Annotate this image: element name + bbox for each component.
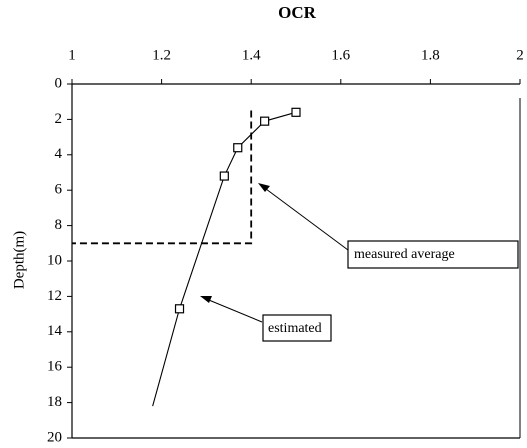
x-tick-label: 1.6 — [331, 47, 350, 63]
marker — [233, 143, 243, 153]
x-tick-label: 1.4 — [242, 47, 261, 63]
marker — [219, 171, 229, 181]
annotation-arrow — [261, 185, 349, 251]
y-tick-label: 0 — [55, 75, 63, 91]
annotation-box — [347, 240, 519, 269]
marker — [174, 304, 185, 314]
y-tick-label: 16 — [47, 359, 63, 375]
annotation-measured: measured average — [258, 183, 519, 269]
y-tick-label: 18 — [47, 394, 62, 410]
y-tick-label: 2 — [55, 111, 63, 127]
y-axis-label: Depth(m) — [11, 231, 27, 289]
y-tick-label: 4 — [55, 146, 63, 162]
annotation-arrow — [203, 297, 263, 323]
x-tick-label: 1.8 — [421, 47, 440, 63]
annotation-text: measured average — [354, 247, 455, 262]
marker — [291, 107, 301, 117]
annotation-estimated: estimated — [200, 296, 332, 342]
y-tick-label: 6 — [55, 182, 63, 198]
line — [152, 111, 297, 407]
y-tick-label: 8 — [55, 217, 63, 233]
chart-title: OCR — [278, 3, 317, 22]
annotation-box — [262, 314, 332, 342]
line — [72, 110, 253, 245]
arrow-head — [258, 183, 270, 192]
marker — [260, 116, 270, 126]
y-tick-label: 10 — [47, 252, 62, 268]
y-tick-label: 12 — [47, 288, 62, 304]
x-tick-label: 2 — [516, 47, 524, 63]
arrow-head — [200, 296, 212, 303]
annotation-text: estimated — [268, 321, 322, 336]
x-tick-label: 1 — [68, 47, 76, 63]
y-tick-label: 20 — [47, 429, 62, 445]
y-tick-label: 14 — [47, 323, 63, 339]
x-tick-label: 1.2 — [152, 47, 171, 63]
